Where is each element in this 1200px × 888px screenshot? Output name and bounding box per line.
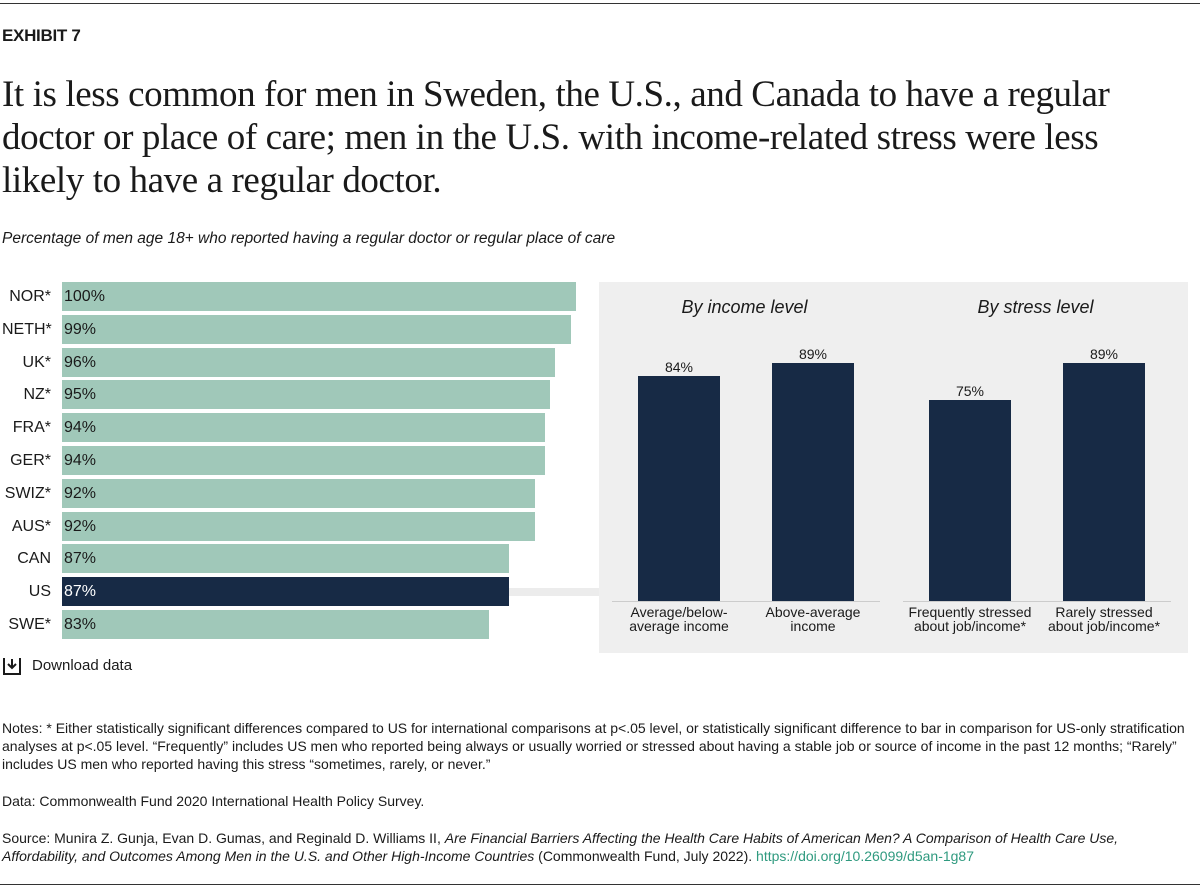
value-label: 92%	[64, 517, 97, 535]
bar	[638, 376, 720, 601]
bar	[62, 282, 576, 311]
category-label: Above-average income	[765, 604, 861, 634]
category-label: US	[28, 583, 51, 601]
bar	[772, 363, 854, 601]
bar	[62, 347, 556, 377]
chart-title: It is less common for men in Sweden, the…	[2, 74, 1110, 201]
category-label: Rarely stressed about job/income*	[1047, 604, 1161, 634]
bar	[62, 544, 510, 574]
value-label: 75%	[955, 383, 985, 400]
download-link[interactable]: Download data	[32, 657, 133, 674]
notes: Notes: * Either statistically significan…	[2, 720, 1185, 772]
value-label: 99%	[64, 320, 97, 338]
value-label: 96%	[64, 353, 97, 371]
value-label: 89%	[798, 346, 828, 362]
bottom-rule	[0, 884, 1200, 885]
value-label: 94%	[64, 419, 97, 437]
value-label: 87%	[64, 583, 97, 601]
category-label: FRA*	[12, 419, 51, 437]
baseline	[903, 601, 1171, 602]
baseline	[612, 601, 880, 602]
bar	[62, 577, 510, 607]
data-source: Data: Commonwealth Fund 2020 Internation…	[2, 793, 425, 809]
value-label: 84%	[664, 359, 694, 376]
category-label: Frequently stressed about job/income*	[908, 604, 1032, 634]
category-label: SWIZ*	[4, 484, 51, 502]
bar	[62, 478, 535, 508]
category-label: NZ*	[23, 386, 51, 404]
source-link[interactable]: https://doi.org/10.26099/d5an-1g87	[756, 848, 974, 864]
bar	[62, 610, 489, 639]
source-publication: Are Financial Barriers Affecting the Hea…	[2, 830, 1119, 864]
category-label: Average/below-average income	[629, 604, 729, 634]
exhibit-label: EXHIBIT 7	[2, 26, 81, 45]
category-label: AUS*	[11, 517, 51, 535]
panel-title: By income level	[681, 297, 808, 317]
value-label: 89%	[1089, 346, 1119, 362]
value-label: 87%	[64, 550, 97, 568]
panel-title: By stress level	[977, 297, 1094, 317]
category-label: UK*	[22, 353, 51, 371]
bar	[1063, 363, 1145, 601]
source: Source: Munira Z. Gunja, Evan D. Gumas, …	[2, 829, 1192, 865]
source-suffix: (Commonwealth Fund, July 2022).	[538, 848, 753, 864]
category-label: GER*	[10, 452, 51, 469]
category-label: NETH*	[2, 320, 52, 338]
value-label: 83%	[64, 616, 97, 633]
top-rule	[0, 3, 1200, 4]
value-label: 94%	[64, 452, 97, 469]
bar	[62, 314, 571, 344]
bar	[62, 380, 551, 410]
download-icon[interactable]	[2, 656, 22, 676]
value-label: 92%	[64, 484, 97, 502]
category-label: CAN	[17, 550, 51, 568]
value-label: 95%	[64, 386, 97, 404]
bar	[62, 511, 535, 541]
category-label: SWE*	[8, 616, 51, 633]
bar	[62, 413, 546, 443]
category-label: NOR*	[9, 288, 51, 305]
bar	[62, 446, 546, 475]
bar	[929, 400, 1011, 601]
source-prefix: Source: Munira Z. Gunja, Evan D. Gumas, …	[2, 830, 441, 846]
chart-subtitle: Percentage of men age 18+ who reported h…	[2, 230, 616, 247]
value-label: 100%	[64, 288, 105, 305]
